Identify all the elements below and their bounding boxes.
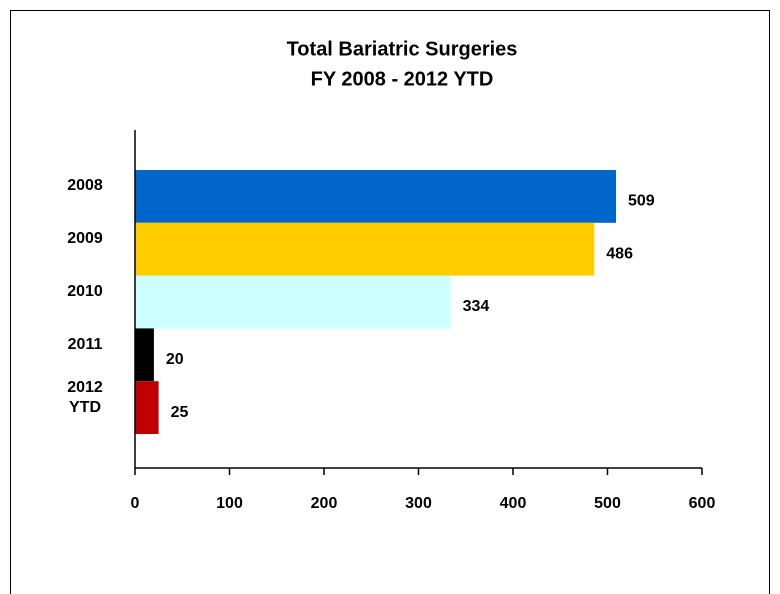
- bar: [135, 381, 159, 434]
- x-tick-label: 200: [311, 495, 338, 512]
- x-tick-label: 500: [594, 495, 621, 512]
- value-label: 20: [166, 351, 184, 368]
- chart-title: Total Bariatric Surgeries: [287, 38, 518, 60]
- x-tick-label: 100: [216, 495, 243, 512]
- value-label: 25: [171, 404, 189, 421]
- value-label: 334: [463, 298, 490, 315]
- bar: [135, 275, 451, 329]
- y-tick-label: 2012 YTD: [67, 378, 103, 416]
- x-tick-label: 0: [131, 495, 140, 512]
- chart-subtitle: FY 2008 - 2012 YTD: [311, 68, 494, 90]
- x-tick-label: 300: [405, 495, 432, 512]
- value-label: 486: [606, 245, 633, 262]
- value-label: 509: [628, 193, 655, 210]
- bar: [135, 170, 617, 223]
- y-tick-label: 2011: [67, 335, 103, 353]
- bar: [135, 328, 154, 382]
- y-tick-label: 2008: [67, 177, 103, 195]
- bar: [135, 222, 595, 276]
- x-tick-label: 400: [500, 495, 527, 512]
- y-tick-label: 2010: [67, 283, 103, 300]
- y-tick-label: 2009: [67, 230, 103, 248]
- x-tick-label: 600: [689, 495, 716, 512]
